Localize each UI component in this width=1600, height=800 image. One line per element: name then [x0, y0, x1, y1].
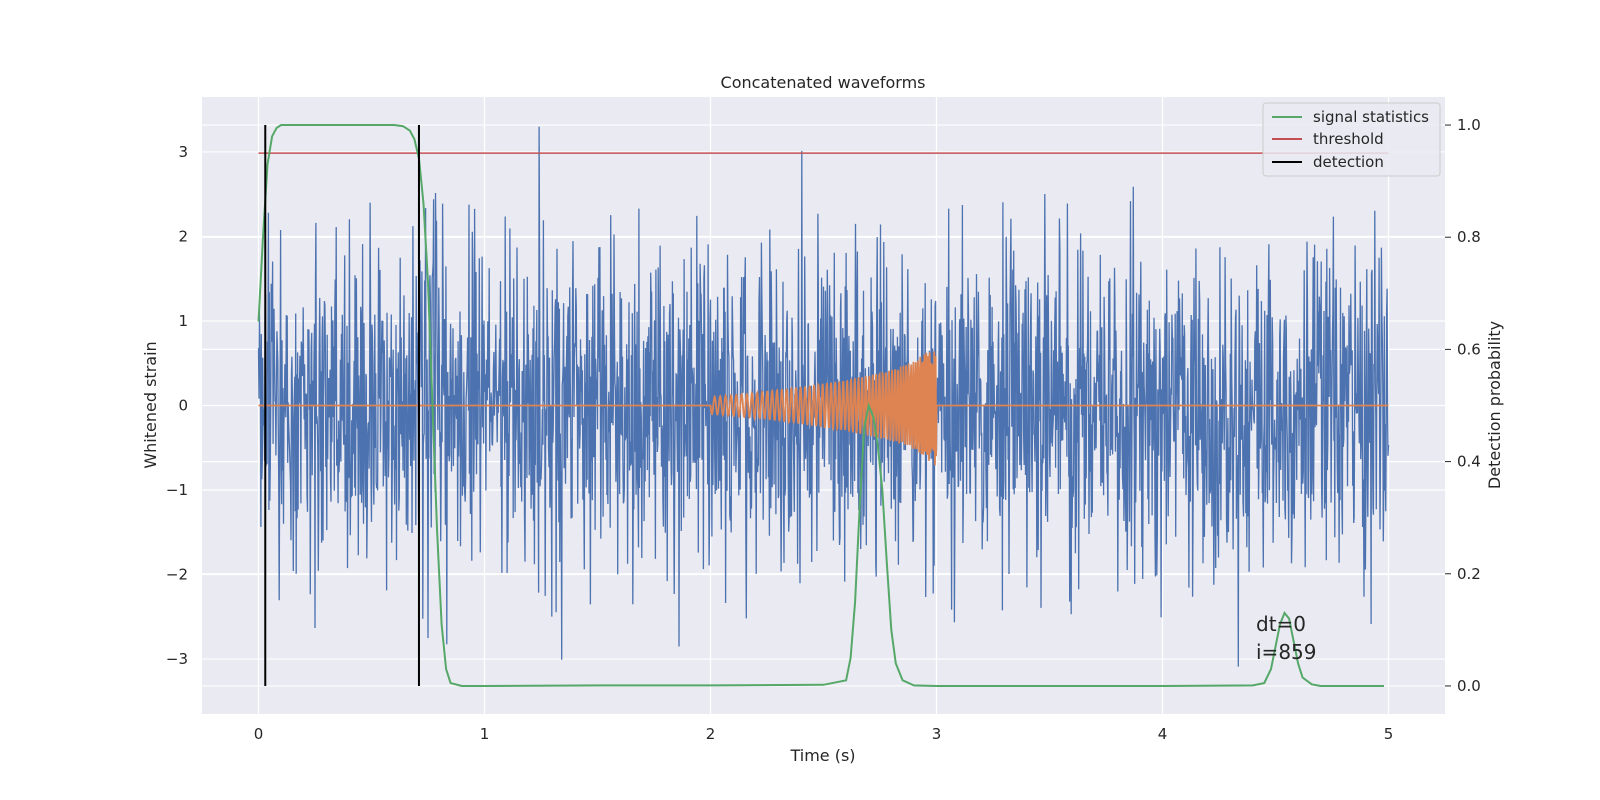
- x-tick-label: 2: [706, 725, 716, 743]
- x-tick-label: 0: [254, 725, 264, 743]
- y-tick-label: −3: [166, 650, 188, 668]
- y-tick-label: 0: [178, 397, 188, 415]
- template-series-line: [258, 351, 1389, 466]
- strain-series-line: [257, 126, 1390, 667]
- x-tick-label: 3: [932, 725, 942, 743]
- y-tick-label: −2: [166, 566, 188, 584]
- legend-label-detection: detection: [1313, 153, 1384, 171]
- y2-tick-label: 1.0: [1457, 116, 1481, 134]
- y2-tick-label: 0.4: [1457, 453, 1481, 471]
- x-axis-label: Time (s): [789, 746, 855, 765]
- legend-label-signal-statistics: signal statistics: [1313, 108, 1429, 126]
- chart-title: Concatenated waveforms: [721, 73, 926, 92]
- y-tick-label: 3: [178, 143, 188, 161]
- y2-tick-label: 0.6: [1457, 340, 1481, 358]
- y-tick-label: 2: [178, 227, 188, 245]
- y2-tick-label: 0.2: [1457, 565, 1481, 583]
- y-tick-label: −1: [166, 481, 188, 499]
- series-layer: [257, 124, 1390, 687]
- y2-axis-label: Detection probability: [1485, 321, 1504, 489]
- annotation-dt: dt=0: [1256, 612, 1306, 636]
- legend-label-threshold: threshold: [1313, 130, 1384, 148]
- annotation-index: i=859: [1256, 640, 1317, 664]
- legend: signal statistics threshold detection: [1262, 102, 1441, 177]
- legend-box: [1262, 102, 1441, 177]
- signal-statistics-line: [257, 124, 1384, 687]
- y-tick-label: 1: [178, 312, 188, 330]
- x-tick-label: 4: [1158, 725, 1168, 743]
- y2-tick-label: 0.8: [1457, 228, 1481, 246]
- x-tick-label: 1: [480, 725, 490, 743]
- x-tick-label: 5: [1384, 725, 1394, 743]
- y2-tick-label: 0.0: [1457, 677, 1481, 695]
- y-axis-label: Whitened strain: [141, 341, 160, 468]
- ticks: 0 1 2 3 4 5 −3 −2 −1 0 1 2 3 0.0 0.2 0.4 0.6 0.8 1.0: [166, 116, 1481, 743]
